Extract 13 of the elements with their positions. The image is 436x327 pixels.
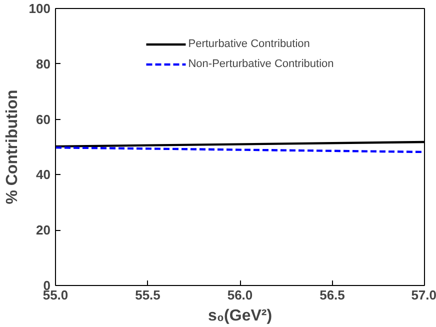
y-tick-label: 40	[36, 167, 51, 182]
y-tick-label: 20	[36, 222, 51, 238]
y-tick-label: 100	[28, 1, 51, 16]
x-tick-label: 56.5	[320, 288, 345, 302]
x-tick-label: 56.0	[227, 288, 253, 302]
x-axis-title: s₀(GeV²)	[208, 308, 272, 324]
y-axis-title: % Contribution	[4, 90, 21, 204]
legend-label: Non-Perturbative Contribution	[188, 58, 334, 70]
x-tick-label: 57.0	[411, 288, 436, 302]
legend-label: Perturbative Contribution	[188, 38, 310, 50]
y-tick-label: 80	[36, 56, 51, 72]
y-tick-label: 60	[36, 112, 51, 127]
x-tick-label: 55.5	[135, 288, 160, 302]
